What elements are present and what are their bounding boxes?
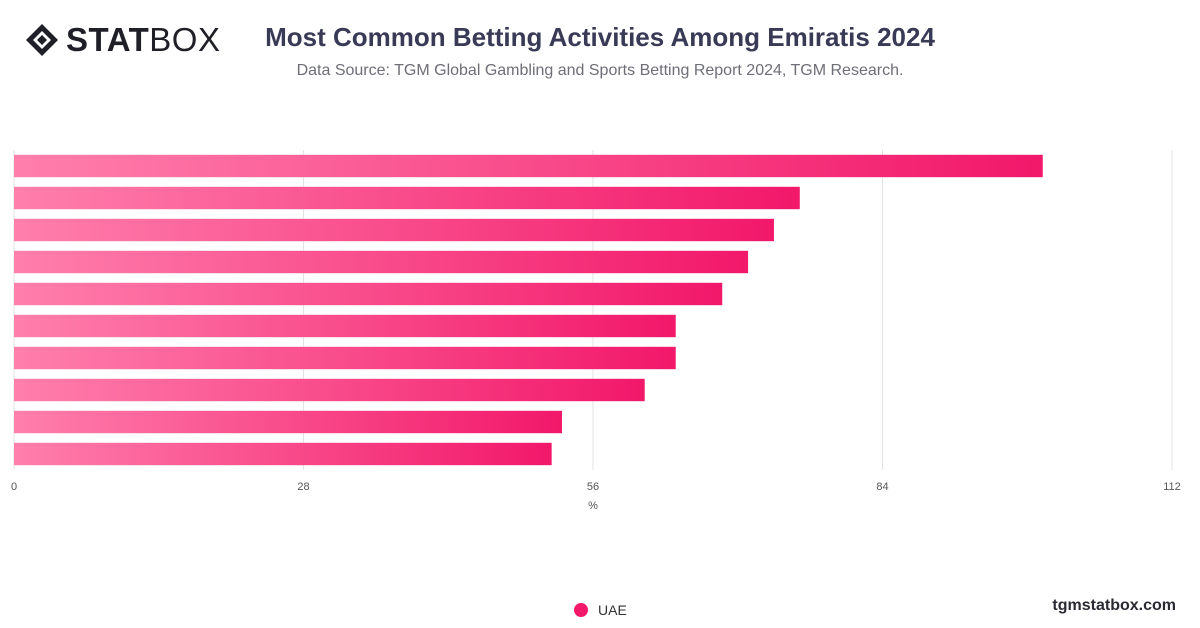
footer-site[interactable]: tgmstatbox.com	[1052, 597, 1176, 614]
x-tick-label: 56	[587, 481, 599, 493]
bar[interactable]	[14, 186, 800, 210]
bar[interactable]	[14, 442, 552, 466]
legend-label-uae: UAE	[598, 602, 627, 618]
legend[interactable]: UAE	[574, 602, 627, 618]
logo-text-light: BOX	[149, 21, 221, 58]
logo-text-bold: STAT	[66, 21, 150, 58]
legend-swatch-uae	[574, 603, 588, 617]
x-tick-label: 84	[876, 481, 888, 493]
x-tick-label: 0	[11, 481, 17, 493]
bar[interactable]	[14, 282, 723, 306]
x-axis-title: %	[588, 500, 598, 512]
chart-title: Most Common Betting Activities Among Emi…	[265, 22, 935, 52]
bar[interactable]	[14, 378, 645, 402]
x-tick-label: 28	[297, 481, 309, 493]
x-tick-label: 112	[1163, 481, 1181, 493]
bar[interactable]	[14, 346, 676, 370]
bar[interactable]	[14, 250, 749, 274]
bar[interactable]	[14, 410, 562, 434]
bar[interactable]	[14, 154, 1043, 178]
statbox-logo[interactable]: STATBOX	[24, 22, 220, 58]
statbox-logo-text: STATBOX	[66, 22, 220, 58]
chart-subtitle: Data Source: TGM Global Gambling and Spo…	[296, 62, 904, 79]
bar[interactable]	[14, 218, 774, 242]
statbox-logo-icon	[26, 24, 58, 56]
bar[interactable]	[14, 314, 676, 338]
